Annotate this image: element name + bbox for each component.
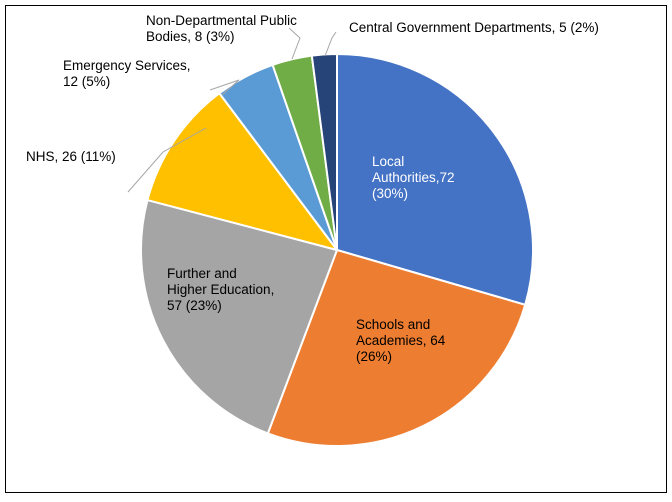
data-label-schools-and-academies: Schools and Academies, 64 (26%) [356, 317, 446, 364]
data-label-local-authorities: Local Authorities,72 (30%) [372, 154, 455, 201]
pie-slice-nhs [146, 92, 338, 251]
pie-slice-local-authorities [336, 53, 534, 306]
leader-line-non-departmental-public-bodies [288, 27, 301, 60]
pie-slice-further-and-higher-education [140, 199, 338, 435]
data-label-further-and-higher-education: Further and Higher Education, 57 (23%) [167, 266, 274, 313]
data-label-central-government-departments: Central Government Departments, 5 (2%) [349, 20, 599, 35]
pie-slice-schools-and-academies [266, 249, 527, 447]
data-label-non-departmental-public-bodies: Non-Departmental Public Bodies, 8 (3%) [146, 13, 297, 44]
pie-slice-central-government-departments [310, 52, 338, 251]
leader-line-emergency-services [209, 79, 240, 96]
leader-line-nhs [127, 127, 207, 193]
leader-line-central-government-departments [324, 31, 337, 57]
data-label-nhs: NHS, 26 (11%) [26, 149, 116, 164]
data-label-emergency-services: Emergency Services, 12 (5%) [63, 58, 191, 89]
